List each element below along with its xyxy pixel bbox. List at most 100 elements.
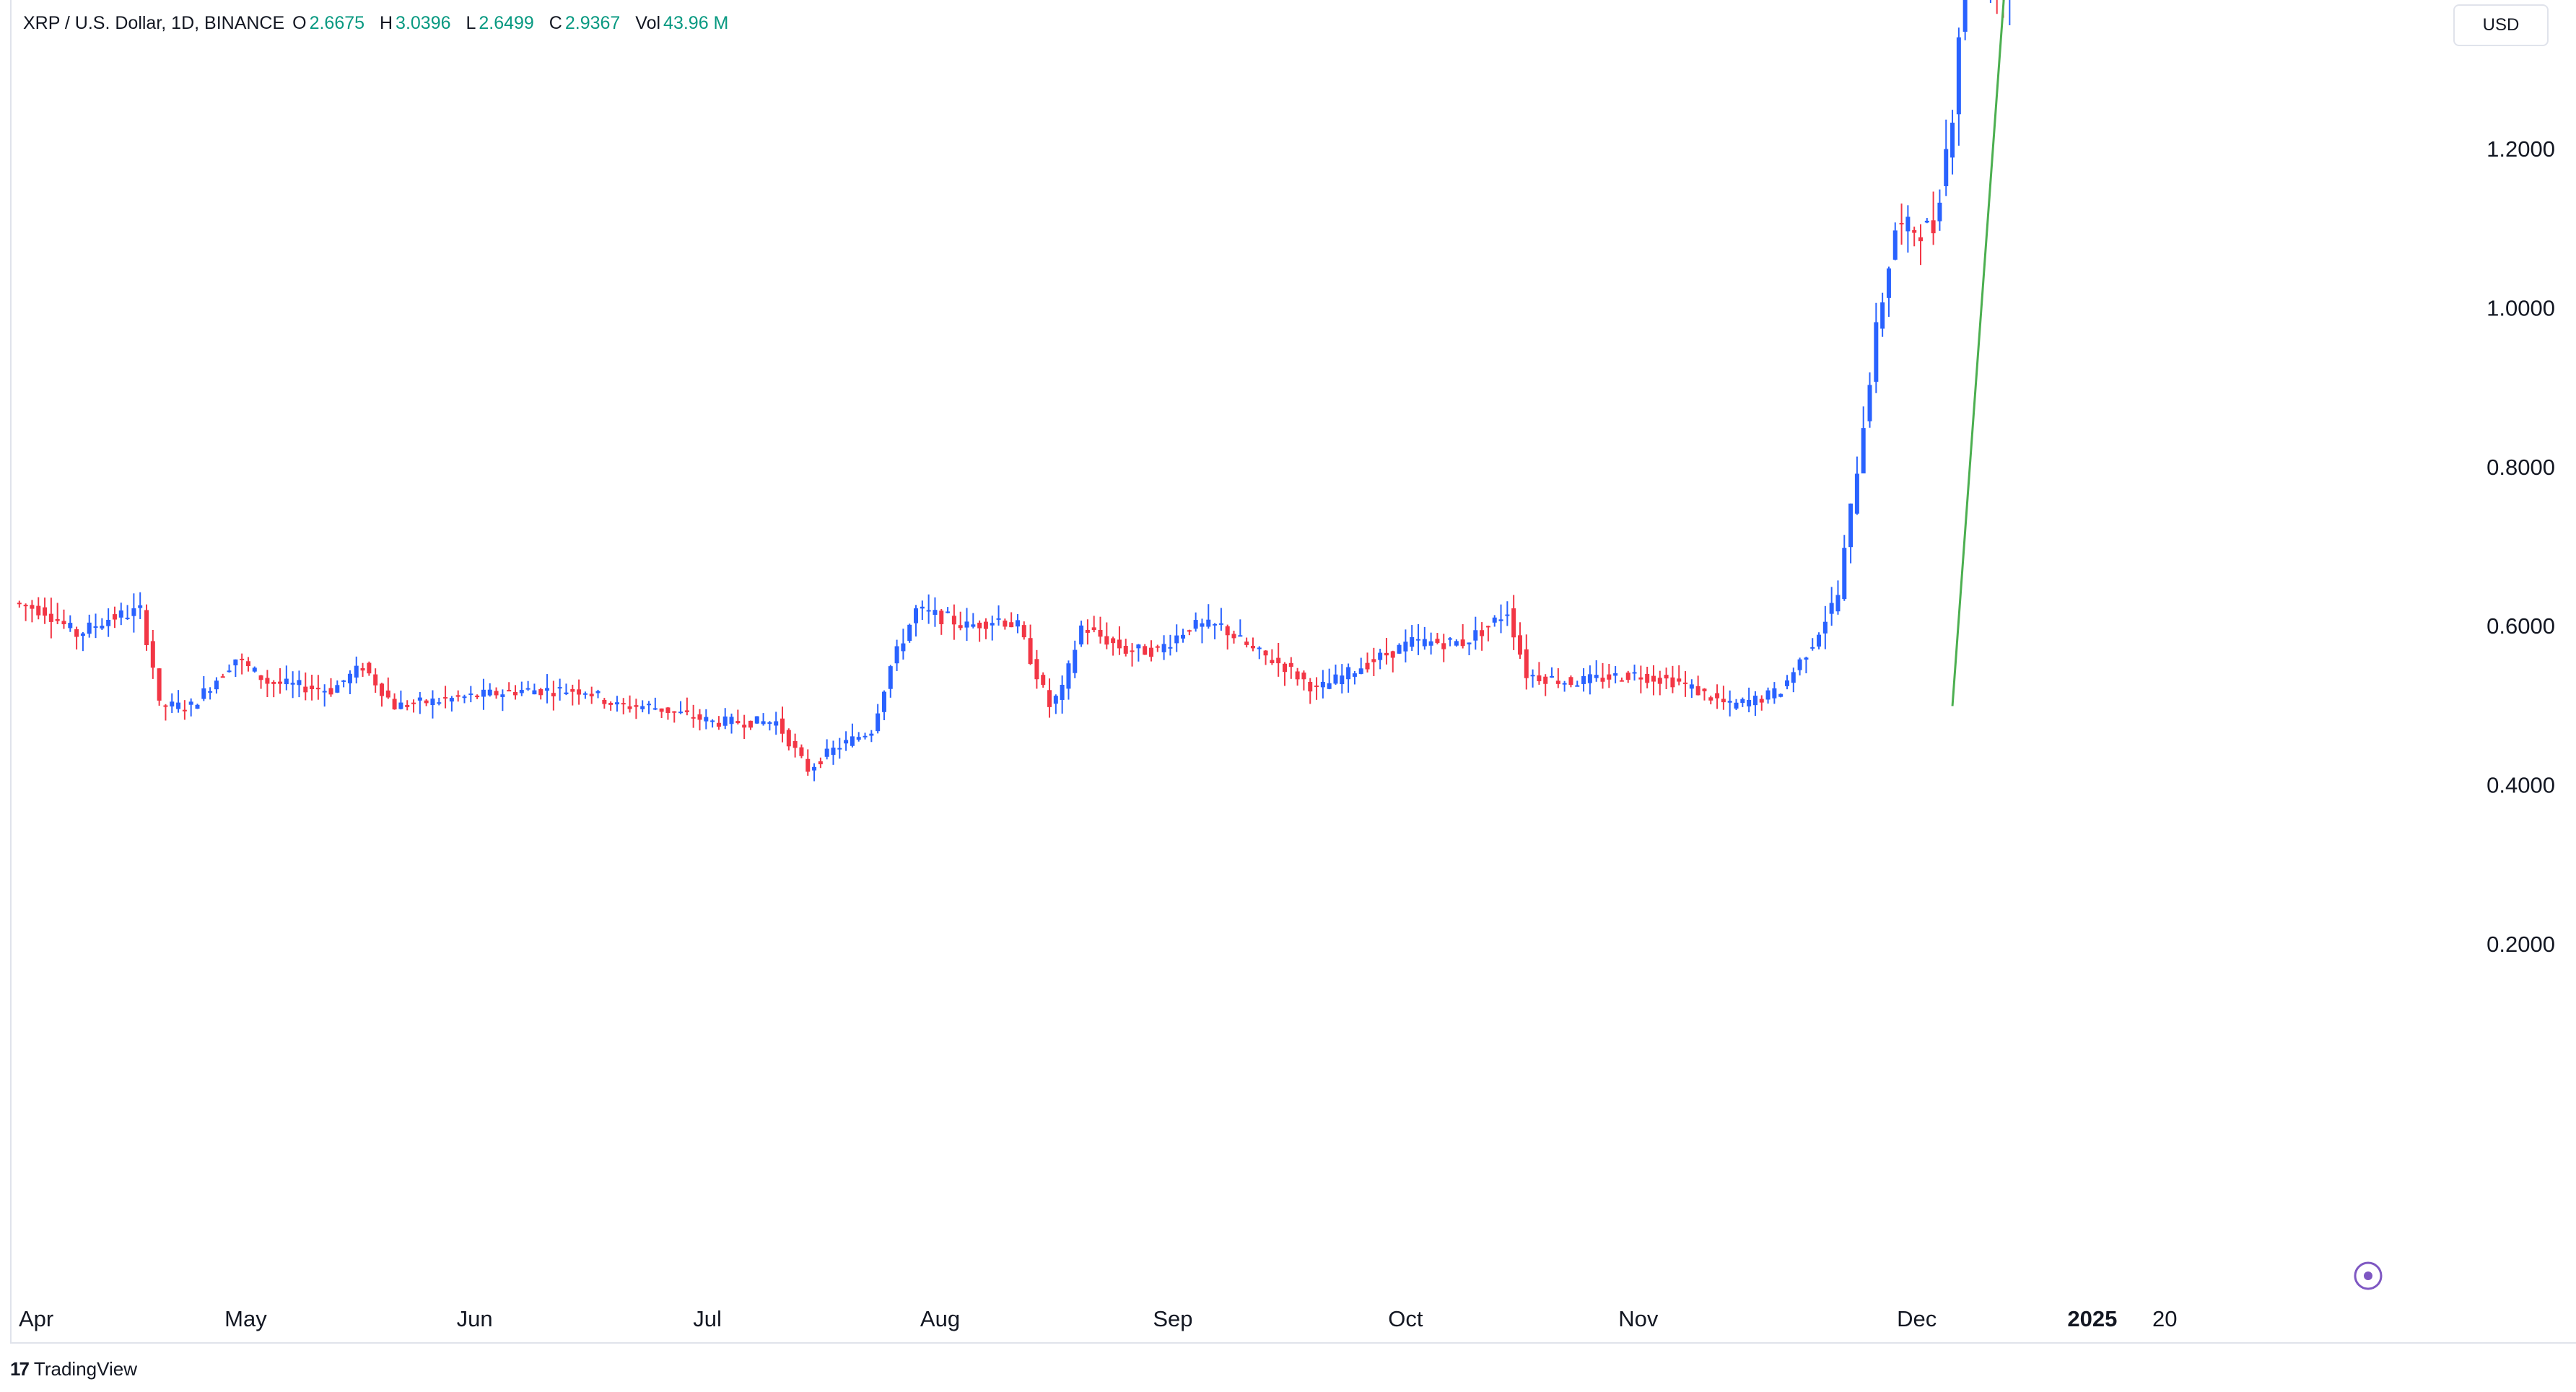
- candle-body: [1021, 625, 1026, 638]
- candle-body: [1340, 675, 1345, 685]
- candle-body: [48, 613, 53, 622]
- candle-body: [1517, 635, 1522, 655]
- candle-body: [907, 624, 912, 642]
- candle-body: [245, 661, 250, 667]
- candle-body: [525, 688, 531, 690]
- candle-body: [1276, 657, 1281, 664]
- candle-body: [392, 699, 397, 710]
- candle-body: [958, 625, 963, 629]
- candle-body: [761, 721, 766, 725]
- time-tick-label: May: [224, 1306, 267, 1331]
- candle-body: [284, 678, 289, 685]
- candle-body: [876, 713, 881, 732]
- candle-body: [1098, 630, 1103, 637]
- candle-body: [977, 622, 982, 629]
- candle-body: [144, 610, 149, 645]
- candle-body: [990, 623, 995, 626]
- candle-body: [1155, 646, 1160, 648]
- candle-body: [1817, 634, 1822, 647]
- candle-body: [328, 688, 333, 695]
- candle-body: [100, 626, 105, 629]
- candle-body: [1428, 641, 1433, 646]
- close-value: 2.9367: [564, 13, 621, 33]
- time-tick-label: Dec: [1897, 1306, 1937, 1331]
- candle-body: [163, 705, 168, 707]
- candle-body: [577, 689, 582, 695]
- candle-body: [310, 686, 315, 689]
- candle-body: [61, 621, 66, 625]
- candle-body: [1448, 638, 1453, 640]
- candle-body: [411, 702, 416, 704]
- candle-body: [290, 683, 295, 685]
- candle-body: [233, 659, 238, 666]
- candle-body: [17, 603, 22, 605]
- candle-body: [1378, 652, 1383, 660]
- candle-body: [1632, 672, 1637, 674]
- candle-body: [1524, 649, 1529, 678]
- candle-body: [1747, 699, 1752, 706]
- chart-frame: [10, 0, 2576, 1344]
- candle-body: [1473, 630, 1478, 641]
- candle-body: [1848, 503, 1854, 548]
- candle-body: [201, 688, 206, 699]
- candle-body: [1333, 674, 1338, 684]
- tradingview-brand[interactable]: 17 TradingView: [10, 1358, 137, 1380]
- candle-body: [971, 624, 976, 627]
- candle-body: [55, 618, 60, 621]
- candle-body: [1168, 647, 1173, 649]
- high-label: H: [379, 13, 393, 33]
- candle-body: [1810, 647, 1815, 649]
- candle-body: [1301, 673, 1306, 680]
- candle-body: [729, 717, 734, 725]
- candle-body: [672, 711, 677, 713]
- candle-body: [1587, 674, 1592, 683]
- candle-body: [1238, 635, 1243, 637]
- candle-body: [722, 716, 728, 726]
- candle-body: [1117, 639, 1122, 649]
- time-tick-label: Sep: [1153, 1306, 1192, 1331]
- candle-body: [831, 748, 836, 756]
- candle-body: [1200, 623, 1205, 627]
- candle-body: [665, 707, 671, 714]
- candle-body: [1555, 680, 1560, 684]
- candle-body: [1765, 690, 1771, 700]
- candle-body: [946, 611, 951, 613]
- candle-body: [1492, 617, 1497, 623]
- candle-body: [188, 701, 193, 705]
- candle-body: [1842, 548, 1847, 600]
- candle-body: [551, 693, 556, 696]
- candle-body: [1962, 0, 1968, 32]
- candle-body: [1295, 671, 1300, 680]
- candle-body: [1111, 638, 1116, 644]
- candle-body: [1053, 696, 1058, 704]
- price-tick-label: 1.4000: [2487, 0, 2555, 2]
- candle-body: [1594, 675, 1599, 678]
- candle-body: [1861, 428, 1866, 474]
- candle-body: [1804, 657, 1809, 660]
- volume-value: 43.96 M: [663, 13, 729, 33]
- candle-body: [507, 690, 512, 692]
- candle-body: [1759, 699, 1764, 703]
- candle-body: [881, 691, 886, 712]
- candle-body: [1727, 701, 1732, 703]
- currency-selector[interactable]: USD: [2453, 4, 2549, 46]
- symbol-title[interactable]: XRP / U.S. Dollar, 1D, BINANCE: [23, 13, 285, 33]
- candle-body: [996, 618, 1001, 620]
- candle-body: [608, 702, 614, 705]
- candle-body: [1365, 662, 1370, 670]
- candle-body: [220, 676, 225, 678]
- candle-body: [1136, 644, 1141, 649]
- candle-body: [1772, 688, 1777, 699]
- candle-body: [1613, 673, 1618, 676]
- candle-body: [863, 735, 868, 737]
- candle-body: [74, 629, 79, 637]
- open-value: 2.6675: [309, 13, 365, 33]
- candle-body: [1651, 675, 1656, 682]
- candle-body: [1460, 639, 1465, 647]
- candle-body: [1715, 693, 1720, 699]
- time-tick-label: Aug: [920, 1306, 960, 1331]
- candle-body: [1257, 647, 1262, 649]
- candle-body: [799, 747, 804, 756]
- candle-body: [1937, 202, 1942, 222]
